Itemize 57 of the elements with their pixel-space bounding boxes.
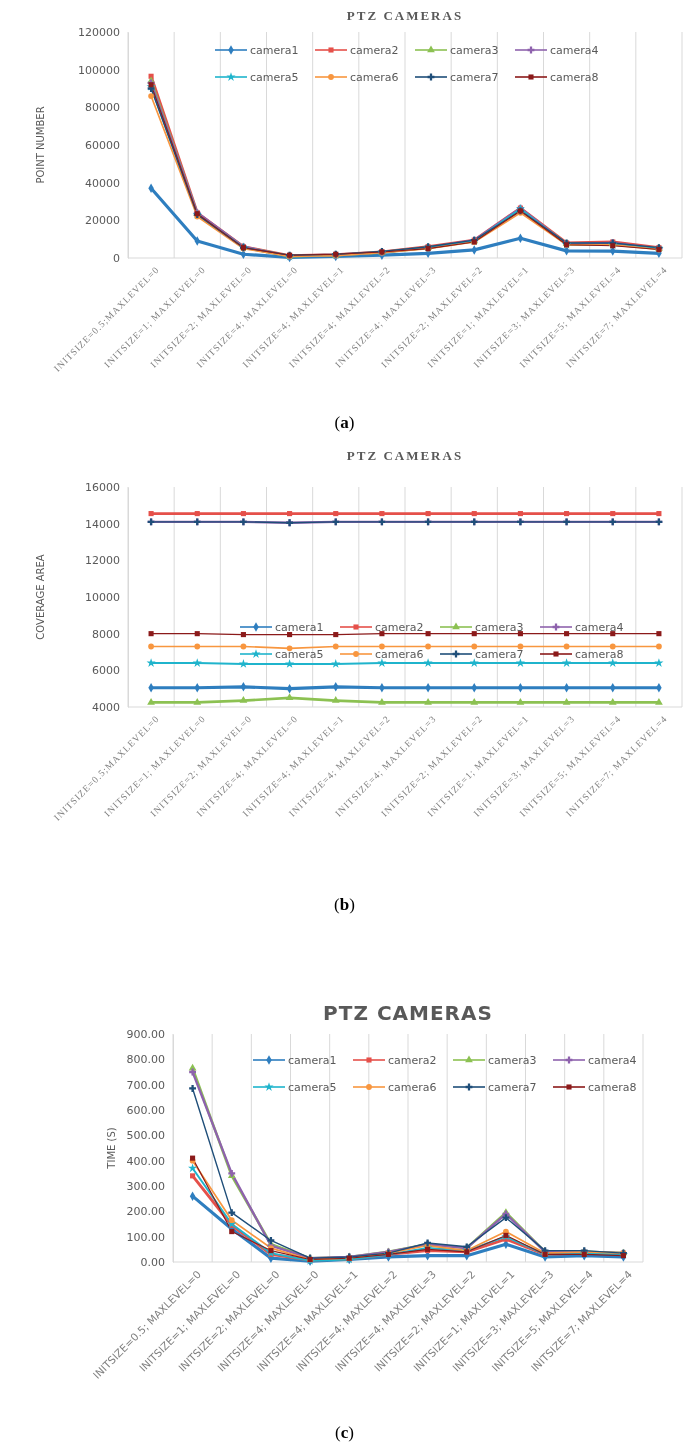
y-tick-label: 80000: [85, 101, 120, 115]
y-tick-label: 20000: [85, 214, 120, 228]
y-tick-label: 40000: [85, 176, 120, 190]
y-tick-label: 200.00: [126, 1205, 165, 1219]
legend-label: camera6: [350, 71, 399, 84]
y-tick-label: 16000: [85, 481, 120, 495]
legend-label: camera4: [575, 621, 624, 634]
y-tick-label: 900.00: [126, 1028, 165, 1042]
y-tick-label: 700.00: [126, 1078, 165, 1092]
y-tick-label: 8000: [92, 627, 120, 641]
y-tick-label: 14000: [85, 517, 120, 531]
y-tick-label: 0: [113, 252, 120, 266]
y-tick-label: 10000: [85, 591, 120, 605]
legend-label: camera2: [388, 1054, 437, 1067]
legend-label: camera4: [550, 44, 599, 57]
legend-label: camera5: [288, 1081, 337, 1094]
y-tick-label: 4000: [92, 701, 120, 715]
legend-label: camera2: [375, 621, 424, 634]
legend-label: camera7: [475, 648, 524, 661]
text: (a): [334, 413, 355, 432]
legend-label: camera3: [488, 1054, 537, 1067]
y-tick-label: 800.00: [126, 1053, 165, 1067]
legend-label: camera7: [450, 71, 499, 84]
chart-title: PTZ CAMERAS: [346, 448, 464, 463]
y-tick-label: 100000: [78, 63, 120, 77]
y-axis-title: TIME (S): [106, 1127, 117, 1170]
y-tick-label: 500.00: [126, 1129, 165, 1143]
chart-title: PTZ CAMERAS: [346, 8, 464, 23]
y-tick-label: 60000: [85, 139, 120, 153]
legend-label: camera6: [375, 648, 424, 661]
legend-label: camera1: [275, 621, 324, 634]
legend-label: camera7: [488, 1081, 537, 1094]
y-axis-title: COVERAGE AREA: [35, 554, 46, 640]
legend-label: camera1: [288, 1054, 337, 1067]
legend-label: camera8: [550, 71, 599, 84]
y-tick-label: 100.00: [126, 1230, 165, 1244]
y-tick-label: 120000: [78, 26, 120, 40]
y-tick-label: 6000: [92, 664, 120, 678]
y-tick-label: 600.00: [126, 1104, 165, 1118]
legend-label: camera2: [350, 44, 399, 57]
y-tick-label: 12000: [85, 554, 120, 568]
legend-label: camera3: [475, 621, 524, 634]
y-axis-title: POINT NUMBER: [35, 106, 46, 184]
legend-label: camera1: [250, 44, 299, 57]
legend-label: camera5: [275, 648, 324, 661]
chart-title: PTZ CAMERAS: [323, 1001, 493, 1025]
legend-label: camera4: [588, 1054, 637, 1067]
legend-label: camera8: [588, 1081, 637, 1094]
legend-label: camera6: [388, 1081, 437, 1094]
legend-label: camera8: [575, 648, 624, 661]
legend-label: camera3: [450, 44, 499, 57]
y-tick-label: 300.00: [126, 1180, 165, 1194]
text: (c): [335, 1423, 354, 1442]
y-tick-label: 400.00: [126, 1154, 165, 1168]
text: (b): [334, 895, 355, 914]
legend-label: camera5: [250, 71, 299, 84]
y-tick-label: 0.00: [140, 1256, 165, 1270]
